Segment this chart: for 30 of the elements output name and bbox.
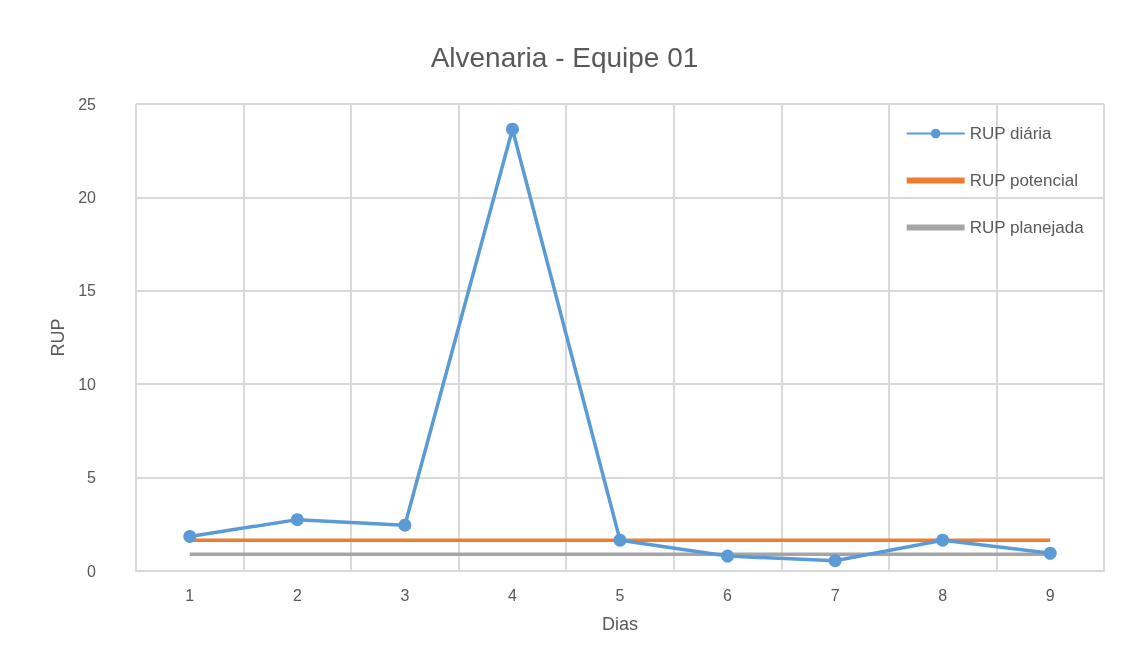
point (183, 529, 197, 543)
point (398, 518, 412, 532)
x-tick-label: 7 (830, 586, 840, 604)
y-tick-label: 15 (78, 282, 97, 300)
x-tick-label: 2 (292, 586, 302, 604)
point (936, 533, 950, 547)
x-tick-label: 5 (615, 586, 625, 604)
y-tick-label: 0 (87, 562, 97, 580)
x-tick-label: 6 (723, 586, 733, 604)
point (290, 513, 304, 527)
legend-label: RUP planejada (969, 218, 1085, 237)
x-tick-label: 3 (400, 586, 410, 604)
point (828, 554, 842, 568)
x-axis-title: Dias (601, 614, 639, 634)
x-tick-label: 8 (938, 586, 948, 604)
y-tick-label: 25 (78, 95, 97, 113)
y-tick-label: 10 (78, 375, 97, 393)
y-tick-label: 5 (87, 469, 97, 487)
legend-label: RUP diária (969, 124, 1053, 143)
point (1043, 546, 1057, 560)
chart-title: Alvenaria - Equipe 01 (430, 41, 699, 73)
y-tick-label: 20 (78, 188, 97, 206)
x-tick-label: 4 (507, 586, 517, 604)
x-tick-label: 1 (185, 586, 195, 604)
point (505, 122, 519, 136)
y-axis-title: RUP (48, 318, 69, 357)
legend-label: RUP potencial (969, 171, 1079, 190)
x-tick-label: 9 (1045, 586, 1055, 604)
point (613, 533, 627, 547)
point (721, 549, 735, 563)
